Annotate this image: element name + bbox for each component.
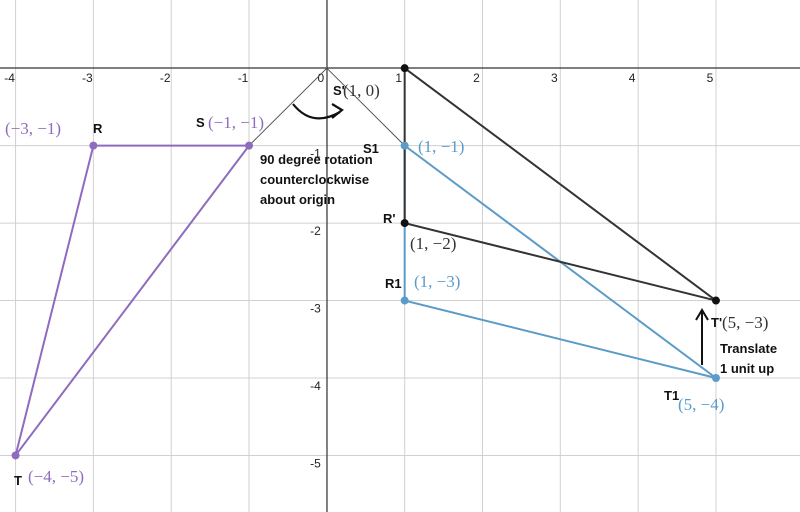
- y-tick-label: -1: [310, 147, 321, 161]
- point-name: S: [196, 115, 205, 130]
- point: [400, 296, 409, 305]
- annotation: 90 degree rotation: [260, 152, 373, 167]
- point-label: (5, −3): [722, 313, 768, 332]
- shape-outline: [14, 144, 252, 457]
- point-name: T: [14, 473, 22, 488]
- x-tick-label: 4: [629, 71, 636, 85]
- x-tick-label: -1: [238, 71, 249, 85]
- point: [245, 141, 254, 150]
- x-tick-label: 3: [551, 71, 558, 85]
- point: [711, 373, 720, 382]
- y-tick-label: -2: [310, 224, 321, 238]
- annotation: about origin: [260, 192, 335, 207]
- point-name: T1: [664, 388, 679, 403]
- y-tick-label: -3: [310, 302, 321, 316]
- point-label: (1, 0): [343, 81, 380, 100]
- y-tick-label: -5: [310, 456, 321, 470]
- point-label: (1, −2): [410, 234, 456, 253]
- annotation: 1 unit up: [720, 361, 774, 376]
- rotation-arrow-head: [331, 103, 344, 119]
- point-label: (5, −4): [678, 395, 724, 414]
- content: -4 -3 -2 -1 0 1 2 3 4 5 -1 -2 -3 -4 -5 R (−3, −1) S (−1, −…: [4, 64, 768, 488]
- point-name: S1: [363, 141, 379, 156]
- x-tick-label: -4: [4, 71, 15, 85]
- point-label: (−3, −1): [5, 119, 61, 138]
- x-tick-label: 1: [395, 71, 402, 85]
- point: [89, 141, 98, 150]
- point: [400, 141, 409, 150]
- point-label: (−4, −5): [28, 467, 84, 486]
- point: [11, 451, 20, 460]
- point: [711, 296, 720, 305]
- translate-arrow-head: [695, 308, 709, 321]
- point-label: (−1, −1): [208, 113, 264, 132]
- point: [400, 219, 409, 228]
- point: [400, 64, 409, 73]
- point-name: S': [333, 83, 345, 98]
- x-tick-label: -2: [160, 71, 171, 85]
- annotation: Translate: [720, 341, 777, 356]
- point-label: (1, −3): [414, 272, 460, 291]
- x-tick-label: 5: [707, 71, 714, 85]
- point-label: (1, −1): [418, 137, 464, 156]
- point-name: T': [711, 315, 722, 330]
- x-tick-label: -3: [82, 71, 93, 85]
- shape-outline: [248, 67, 406, 146]
- point-name: R: [93, 121, 103, 136]
- y-tick-label: -4: [310, 379, 321, 393]
- annotation: counterclockwise: [260, 172, 369, 187]
- point-name: R': [383, 211, 395, 226]
- x-tick-label: 2: [473, 71, 480, 85]
- point-name: R1: [385, 276, 402, 291]
- x-tick-label: 0: [318, 71, 325, 85]
